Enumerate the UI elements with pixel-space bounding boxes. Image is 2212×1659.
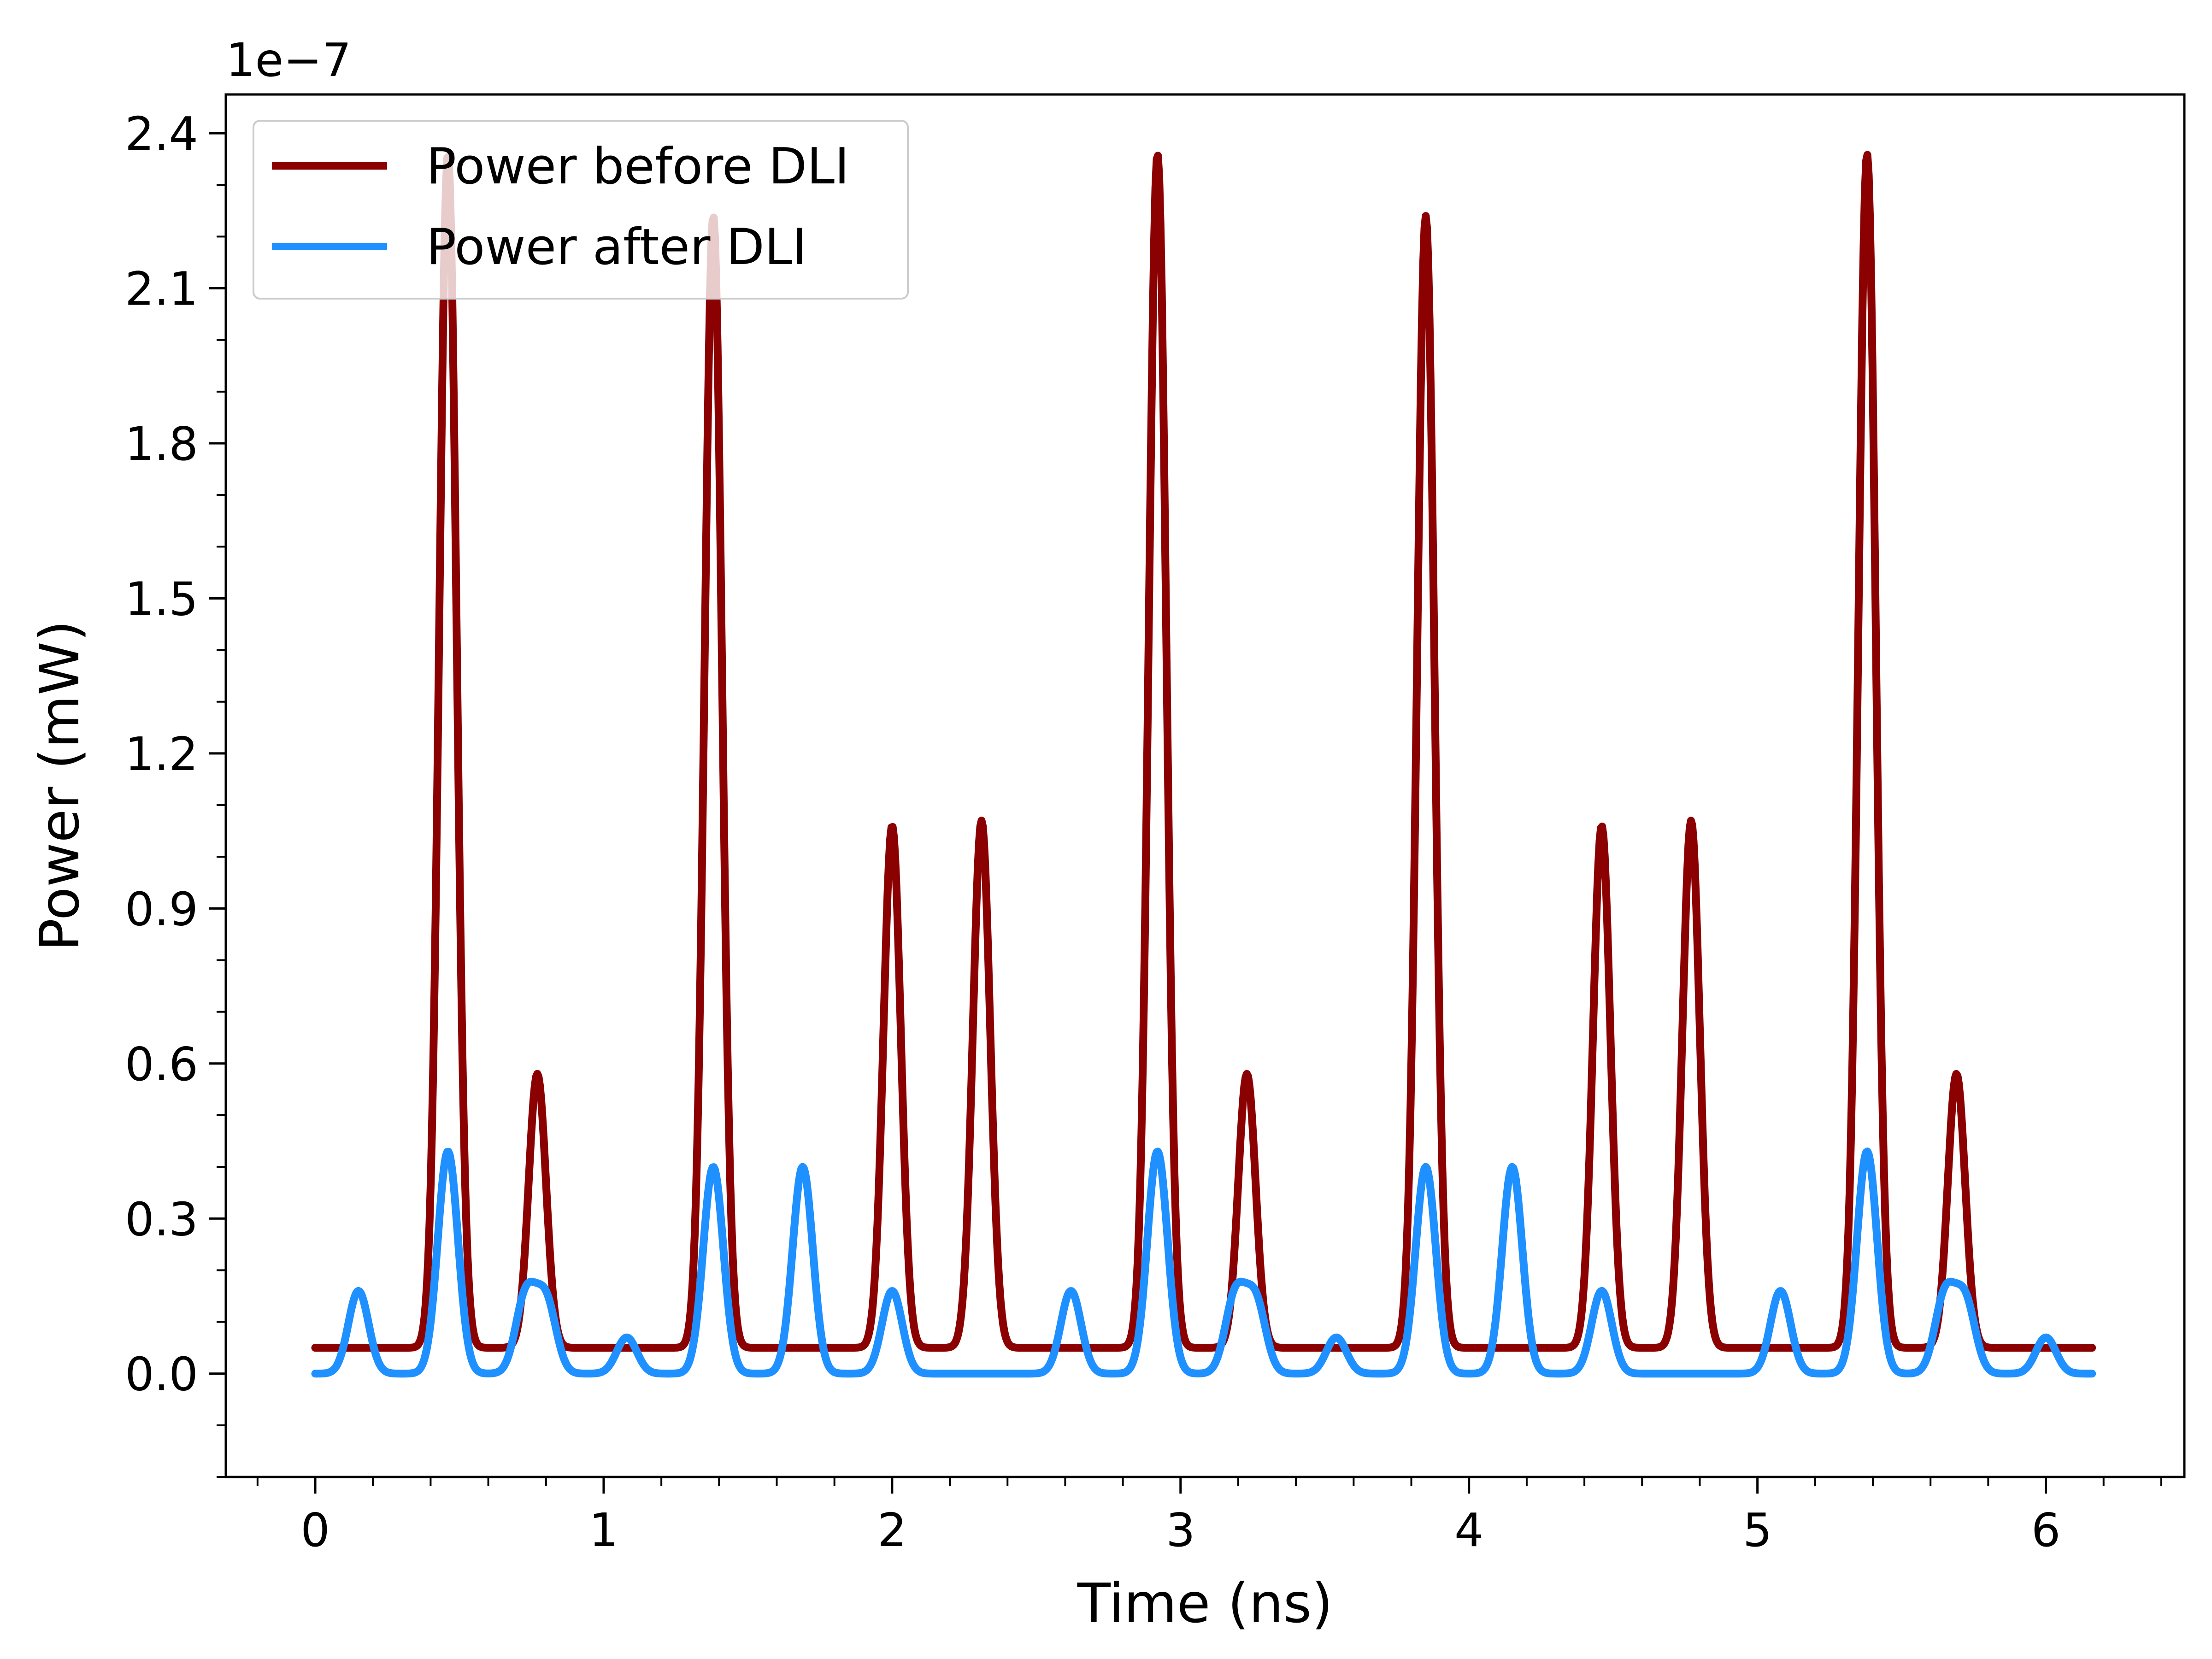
y-tick-label: 0.3: [125, 1192, 198, 1246]
x-tick-label: 1: [589, 1503, 618, 1557]
series-group: [311, 151, 2096, 1378]
legend-label-power-after-dli: Power after DLI: [426, 218, 807, 276]
y-offset-label: 1e−7: [226, 33, 352, 87]
series-line-power-after-dli: [311, 1147, 2096, 1378]
y-tick-label: 0.9: [125, 882, 198, 936]
x-axis-ticks: 0 1 2 3 4 5 6: [300, 1477, 2060, 1557]
x-tick-label: 0: [300, 1503, 330, 1557]
plot-frame: [224, 93, 2186, 1478]
legend-box: [253, 120, 909, 300]
y-tick-label: 1.5: [125, 572, 198, 626]
y-axis-ticks: 0.0 0.3 0.6 0.9 1.2 1.5 1.8 2.1 2.4: [125, 107, 226, 1401]
x-tick-label: 5: [1743, 1503, 1772, 1557]
y-tick-label: 0.0: [125, 1347, 198, 1401]
x-tick-label: 2: [877, 1503, 907, 1557]
y-tick-label: 2.1: [125, 262, 198, 316]
y-axis-title: Power (mW): [28, 620, 91, 951]
legend-label-power-before-dli: Power before DLI: [426, 138, 849, 195]
x-tick-label: 6: [2031, 1503, 2061, 1557]
y-tick-label: 1.8: [125, 417, 198, 471]
y-tick-label: 2.4: [125, 107, 198, 161]
minor-ticks: [217, 184, 2162, 1486]
x-tick-label: 3: [1166, 1503, 1195, 1557]
x-tick-label: 4: [1454, 1503, 1484, 1557]
x-axis-title: Time (ns): [1077, 1571, 1333, 1635]
legend: Power before DLI Power after DLI: [253, 120, 909, 300]
y-tick-label: 0.6: [125, 1037, 198, 1091]
y-tick-label: 1.2: [125, 727, 198, 781]
